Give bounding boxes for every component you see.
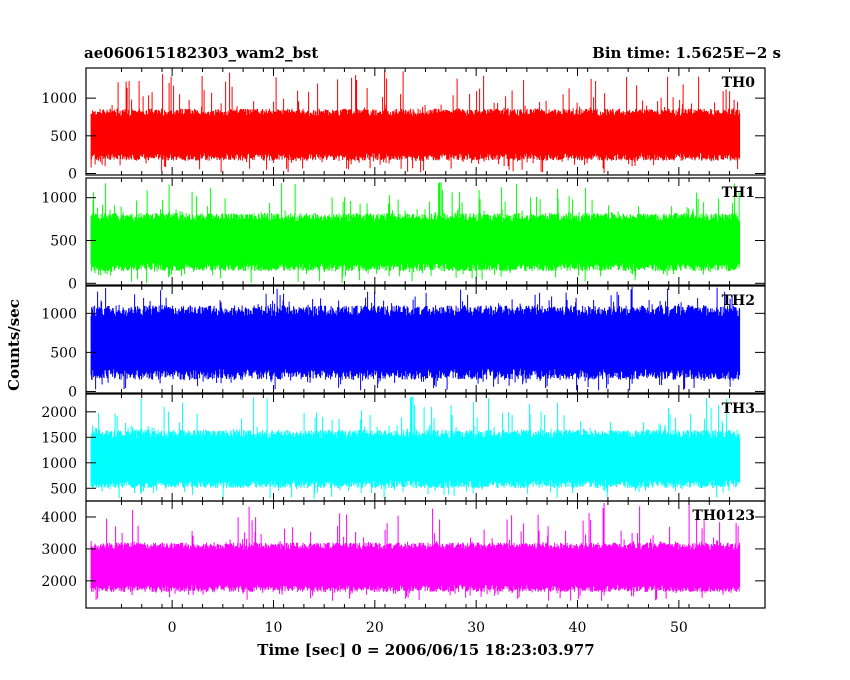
chart-title: ae060615182303_wam2_bst [84, 44, 319, 62]
y-tick-label: 0 [68, 166, 77, 182]
series-label-th1: TH1 [722, 185, 755, 201]
x-tick-label: 40 [569, 620, 587, 636]
y-tick-label: 1500 [41, 430, 77, 446]
y-tick-label: 500 [50, 345, 77, 361]
x-axis-title: Time [sec] 0 = 2006/06/15 18:23:03.977 [257, 641, 594, 659]
y-tick-label: 0 [68, 276, 77, 292]
lightcurve-th0123 [90, 503, 741, 601]
x-tick-label: 20 [366, 620, 384, 636]
y-tick-label: 0 [68, 384, 77, 400]
x-tick-label: 50 [670, 620, 688, 636]
y-tick-label: 1000 [41, 306, 77, 322]
y-tick-label: 2000 [41, 574, 77, 590]
y-tick-label: 3000 [41, 542, 77, 558]
lightcurve-th1 [90, 182, 741, 283]
series-label-th3: TH3 [722, 401, 755, 417]
lightcurve-th0 [90, 70, 741, 174]
y-tick-label: 500 [50, 129, 77, 145]
y-tick-label: 500 [50, 233, 77, 249]
bin-time-label: Bin time: 1.5625E−2 s [592, 44, 781, 62]
y-axis-title: Counts/sec [5, 299, 23, 391]
y-tick-label: 1000 [41, 456, 77, 472]
x-tick-label: 30 [467, 620, 485, 636]
x-tick-label: 0 [168, 620, 177, 636]
y-tick-label: 2000 [41, 405, 77, 421]
y-tick-label: 1000 [41, 191, 77, 207]
lightcurve-th2 [90, 287, 741, 391]
y-tick-label: 500 [50, 481, 77, 497]
series-label-th2: TH2 [722, 293, 755, 309]
series-label-th0: TH0 [722, 75, 756, 91]
x-tick-label: 10 [265, 620, 283, 636]
series-label-th0123: TH0123 [692, 508, 755, 524]
y-tick-label: 1000 [41, 91, 77, 107]
y-tick-label: 4000 [41, 510, 77, 526]
lightcurve-th3 [90, 396, 741, 500]
